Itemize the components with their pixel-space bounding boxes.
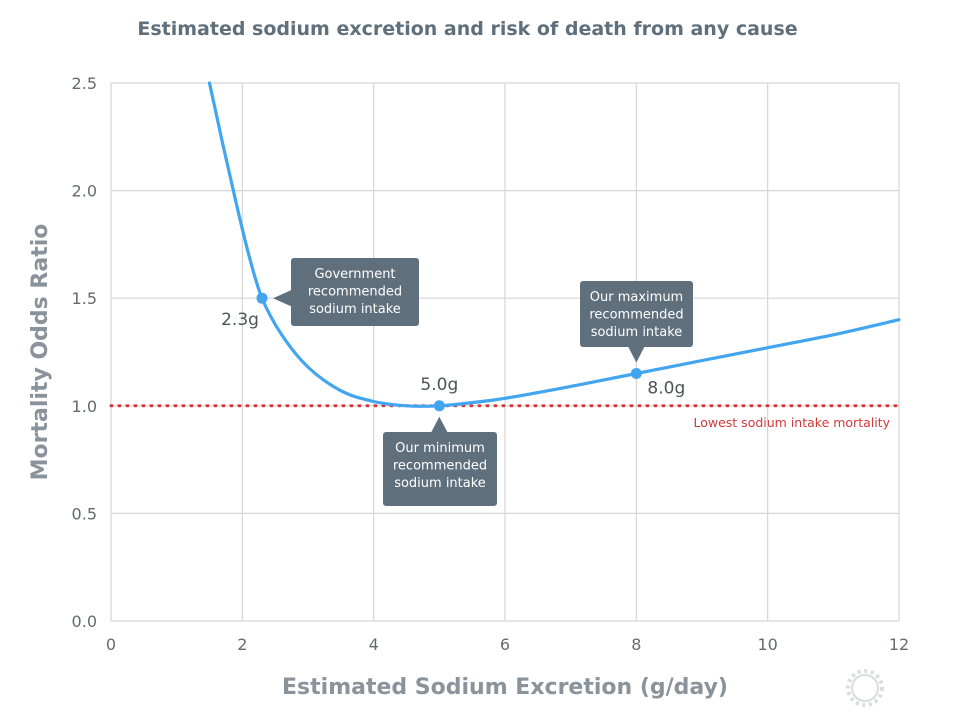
callout-text: recommended	[308, 285, 402, 300]
callout-text: recommended	[589, 308, 683, 323]
reference-line-group: Lowest sodium intake mortality	[109, 404, 901, 430]
callout-box	[383, 432, 497, 506]
callout-box	[580, 281, 693, 347]
callout-text: recommended	[393, 459, 487, 474]
data-point-label: 8.0g	[647, 379, 685, 399]
callout-text: sodium intake	[309, 302, 401, 317]
callout-pointer	[431, 416, 448, 432]
data-point-label: 2.3g	[221, 310, 259, 330]
x-axis-title: Estimated Sodium Excretion (g/day)	[282, 675, 728, 700]
callout-pointer	[273, 290, 291, 307]
x-tick-label: 8	[631, 635, 641, 654]
series-group	[207, 81, 901, 408]
callout-text: Our minimum	[395, 441, 485, 456]
x-tick-label: 4	[369, 635, 379, 654]
x-tick-label: 2	[237, 635, 247, 654]
y-tick-label: 0.0	[72, 612, 97, 631]
highlight-points: 2.3g Government recommended sodium intake 5.…	[221, 258, 693, 506]
y-tick-label: 2.5	[72, 74, 97, 93]
reference-line-label: Lowest sodium intake mortality	[693, 415, 890, 430]
data-point	[433, 400, 445, 412]
chart-title: Estimated sodium excretion and risk of d…	[137, 18, 798, 40]
y-tick-label: 0.5	[72, 504, 97, 523]
grid	[110, 82, 900, 622]
tick-labels: 0 2 4 6 8 10 12 0.0 0.5 1.0 1.5 2.0 2.5	[72, 74, 910, 654]
callout-text: Government	[314, 267, 395, 282]
y-axis-title: Mortality Odds Ratio	[28, 224, 53, 481]
callout-text: sodium intake	[394, 476, 486, 491]
callout-text: sodium intake	[591, 325, 683, 340]
callout-pointer	[628, 347, 645, 363]
data-point	[256, 292, 268, 304]
y-tick-label: 1.0	[72, 397, 97, 416]
y-tick-label: 1.5	[72, 289, 97, 308]
x-tick-label: 0	[106, 635, 116, 654]
x-tick-label: 12	[889, 635, 909, 654]
data-point-label: 5.0g	[420, 375, 458, 395]
data-point	[630, 368, 642, 380]
y-tick-label: 2.0	[72, 182, 97, 201]
x-tick-label: 6	[500, 635, 510, 654]
series-line	[207, 81, 901, 408]
x-tick-label: 10	[757, 635, 777, 654]
callout-box	[291, 258, 419, 326]
gear-icon	[846, 669, 884, 707]
callout-text: Our maximum	[590, 290, 683, 305]
